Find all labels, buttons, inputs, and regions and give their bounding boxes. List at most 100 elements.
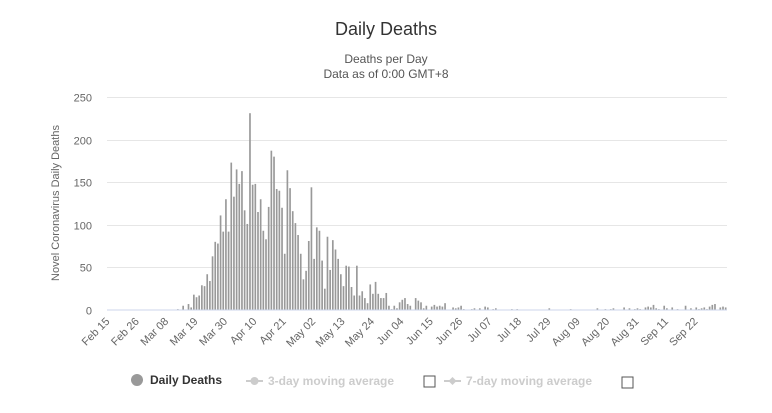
bar[interactable] xyxy=(337,258,339,310)
bar[interactable] xyxy=(548,308,551,310)
bar[interactable] xyxy=(382,298,385,310)
bar[interactable] xyxy=(666,308,668,310)
bar[interactable] xyxy=(315,227,318,310)
bar[interactable] xyxy=(690,308,692,310)
bar[interactable] xyxy=(307,240,310,310)
bar[interactable] xyxy=(270,150,273,310)
bar[interactable] xyxy=(190,307,193,310)
bar[interactable] xyxy=(182,305,184,310)
bar[interactable] xyxy=(361,291,364,310)
bar[interactable] xyxy=(193,294,195,310)
bar[interactable] xyxy=(372,293,374,310)
bar[interactable] xyxy=(321,260,323,310)
bar[interactable] xyxy=(441,306,444,310)
bar[interactable] xyxy=(219,215,222,310)
bar[interactable] xyxy=(323,288,326,310)
bar[interactable] xyxy=(478,308,481,310)
bar[interactable] xyxy=(380,298,382,310)
bar[interactable] xyxy=(495,308,497,310)
bar[interactable] xyxy=(444,303,446,310)
bar[interactable] xyxy=(460,305,462,310)
bar[interactable] xyxy=(267,206,270,310)
bar[interactable] xyxy=(708,306,711,310)
bar[interactable] xyxy=(719,307,722,310)
bar[interactable] xyxy=(278,190,281,310)
bar[interactable] xyxy=(201,285,203,310)
bar[interactable] xyxy=(385,292,388,310)
bar[interactable] xyxy=(302,279,305,310)
bar[interactable] xyxy=(714,304,716,310)
legend-item-3-day-moving-average[interactable]: 3-day moving average xyxy=(246,374,394,388)
bar[interactable] xyxy=(217,243,219,310)
bar[interactable] xyxy=(612,308,615,310)
bar[interactable] xyxy=(331,240,334,310)
bar[interactable] xyxy=(203,286,206,310)
bar[interactable] xyxy=(695,307,698,310)
bar[interactable] xyxy=(243,210,246,310)
bar[interactable] xyxy=(473,308,476,310)
bar[interactable] xyxy=(262,230,265,310)
bar[interactable] xyxy=(406,304,409,310)
bar[interactable] xyxy=(623,307,625,310)
bar[interactable] xyxy=(484,306,486,310)
bar[interactable] xyxy=(227,231,230,310)
bar[interactable] xyxy=(313,258,315,310)
bar[interactable] xyxy=(422,308,425,310)
bar[interactable] xyxy=(340,274,342,310)
bar[interactable] xyxy=(417,300,420,310)
bar[interactable] xyxy=(671,307,674,310)
bar[interactable] xyxy=(420,302,422,310)
bar[interactable] xyxy=(663,305,666,310)
bar[interactable] xyxy=(452,307,454,310)
checkbox-3-day-moving-average[interactable] xyxy=(423,375,436,388)
bar[interactable] xyxy=(241,171,243,310)
bar[interactable] xyxy=(238,183,241,310)
bar[interactable] xyxy=(265,239,267,310)
bar[interactable] xyxy=(249,113,251,310)
bar[interactable] xyxy=(233,196,235,310)
bar[interactable] xyxy=(353,295,356,310)
bar[interactable] xyxy=(684,305,687,310)
bar[interactable] xyxy=(703,307,706,310)
bar[interactable] xyxy=(396,308,398,310)
bar[interactable] xyxy=(294,223,297,310)
bar[interactable] xyxy=(430,306,433,310)
legend-item-7-day-moving-average[interactable]: 7-day moving average xyxy=(444,374,592,388)
bar[interactable] xyxy=(222,231,225,310)
bar[interactable] xyxy=(425,305,428,310)
bar[interactable] xyxy=(326,236,329,310)
bar[interactable] xyxy=(345,265,348,310)
bar[interactable] xyxy=(366,303,369,310)
bar[interactable] xyxy=(246,223,249,310)
bar[interactable] xyxy=(711,304,714,310)
bar[interactable] xyxy=(273,156,275,310)
bar[interactable] xyxy=(291,211,294,310)
bar[interactable] xyxy=(318,230,321,310)
bar[interactable] xyxy=(700,308,703,310)
bar[interactable] xyxy=(329,269,331,310)
bar[interactable] xyxy=(436,306,438,310)
bar[interactable] xyxy=(342,286,345,310)
bar[interactable] xyxy=(454,308,457,310)
bar[interactable] xyxy=(647,306,649,310)
bar[interactable] xyxy=(457,307,460,310)
bar[interactable] xyxy=(414,298,417,310)
bar[interactable] xyxy=(299,253,302,310)
bar[interactable] xyxy=(374,281,377,310)
bar[interactable] xyxy=(401,299,404,310)
bar[interactable] xyxy=(350,287,353,310)
bar[interactable] xyxy=(334,249,337,310)
bar[interactable] xyxy=(206,274,209,310)
bar[interactable] xyxy=(364,298,366,310)
bar[interactable] xyxy=(722,306,724,310)
bar[interactable] xyxy=(486,307,489,310)
bar[interactable] xyxy=(356,265,358,310)
bar[interactable] xyxy=(187,304,190,310)
bar[interactable] xyxy=(275,189,278,310)
bar[interactable] xyxy=(209,281,211,310)
bar[interactable] xyxy=(214,241,217,310)
bar[interactable] xyxy=(644,307,647,310)
bar[interactable] xyxy=(358,295,361,310)
bar[interactable] xyxy=(409,305,412,310)
bar[interactable] xyxy=(596,308,599,310)
